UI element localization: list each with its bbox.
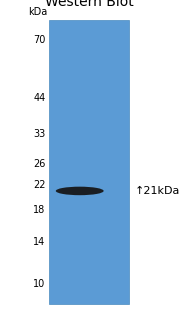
Text: 18: 18 bbox=[33, 205, 46, 215]
Text: 33: 33 bbox=[33, 129, 46, 139]
Ellipse shape bbox=[56, 187, 104, 195]
Text: 14: 14 bbox=[33, 237, 46, 247]
Text: 44: 44 bbox=[33, 93, 46, 103]
Text: Western Blot: Western Blot bbox=[45, 0, 134, 9]
Bar bbox=[49, 20, 129, 304]
Text: ↑21kDa: ↑21kDa bbox=[135, 186, 180, 196]
Text: 26: 26 bbox=[33, 159, 46, 169]
Text: kDa: kDa bbox=[28, 7, 48, 17]
Text: 22: 22 bbox=[33, 180, 46, 190]
Text: 10: 10 bbox=[33, 279, 46, 289]
Text: 70: 70 bbox=[33, 35, 46, 45]
